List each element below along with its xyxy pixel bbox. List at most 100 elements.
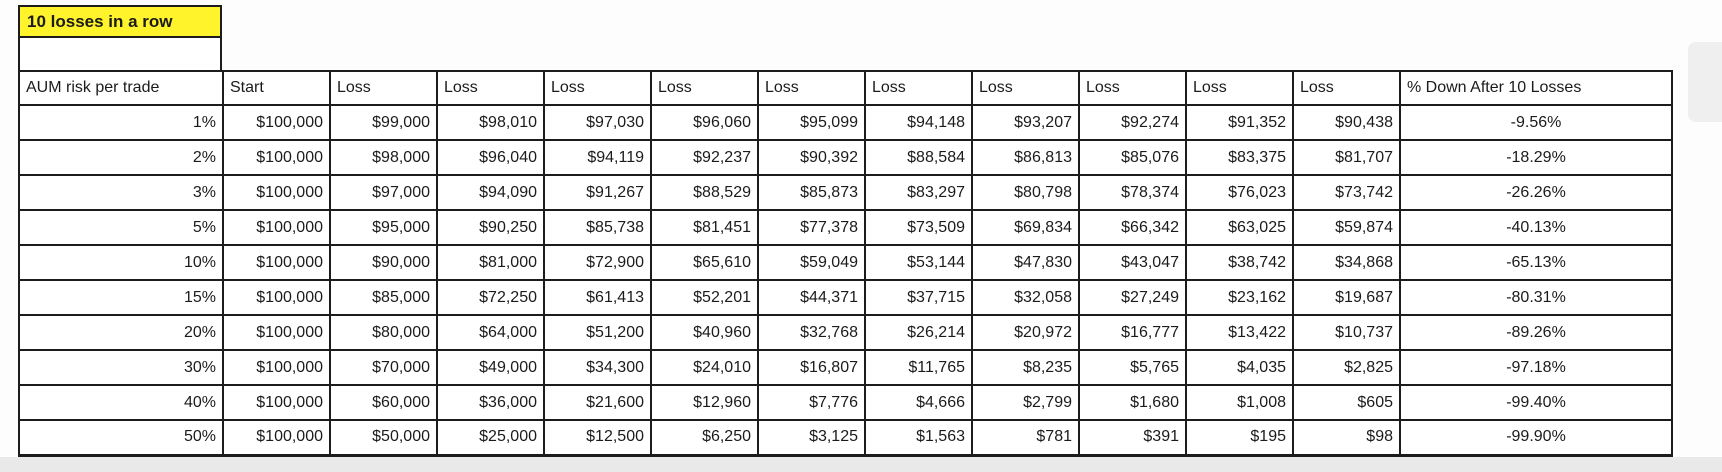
balance-cell[interactable]: $24,010 xyxy=(650,349,759,386)
balance-cell[interactable]: $4,035 xyxy=(1185,349,1294,386)
balance-cell[interactable]: $73,742 xyxy=(1292,174,1401,211)
balance-cell[interactable]: $95,000 xyxy=(329,209,438,246)
balance-cell[interactable]: $43,047 xyxy=(1078,244,1187,281)
balance-cell[interactable]: $1,008 xyxy=(1185,384,1294,421)
balance-cell[interactable]: $3,125 xyxy=(757,419,866,457)
header-cell[interactable]: Loss xyxy=(1185,70,1294,106)
balance-cell[interactable]: $13,422 xyxy=(1185,314,1294,351)
risk-percent-cell[interactable]: 1% xyxy=(18,104,224,141)
balance-cell[interactable]: $91,352 xyxy=(1185,104,1294,141)
header-cell[interactable]: Loss xyxy=(543,70,652,106)
balance-cell[interactable]: $391 xyxy=(1078,419,1187,457)
balance-cell[interactable]: $90,438 xyxy=(1292,104,1401,141)
balance-cell[interactable]: $66,342 xyxy=(1078,209,1187,246)
balance-cell[interactable]: $5,765 xyxy=(1078,349,1187,386)
balance-cell[interactable]: $19,687 xyxy=(1292,279,1401,316)
down-percent-cell[interactable]: -18.29% xyxy=(1399,139,1673,176)
down-percent-cell[interactable]: -80.31% xyxy=(1399,279,1673,316)
balance-cell[interactable]: $2,799 xyxy=(971,384,1080,421)
balance-cell[interactable]: $91,267 xyxy=(543,174,652,211)
down-percent-cell[interactable]: -40.13% xyxy=(1399,209,1673,246)
balance-cell[interactable]: $100,000 xyxy=(222,384,331,421)
balance-cell[interactable]: $605 xyxy=(1292,384,1401,421)
header-cell[interactable]: % Down After 10 Losses xyxy=(1399,70,1673,106)
balance-cell[interactable]: $100,000 xyxy=(222,104,331,141)
balance-cell[interactable]: $90,392 xyxy=(757,139,866,176)
header-cell[interactable]: Loss xyxy=(436,70,545,106)
balance-cell[interactable]: $64,000 xyxy=(436,314,545,351)
header-cell[interactable]: Start xyxy=(222,70,331,106)
balance-cell[interactable]: $94,148 xyxy=(864,104,973,141)
balance-cell[interactable]: $4,666 xyxy=(864,384,973,421)
balance-cell[interactable]: $34,868 xyxy=(1292,244,1401,281)
balance-cell[interactable]: $40,960 xyxy=(650,314,759,351)
balance-cell[interactable]: $16,777 xyxy=(1078,314,1187,351)
risk-percent-cell[interactable]: 20% xyxy=(18,314,224,351)
balance-cell[interactable]: $781 xyxy=(971,419,1080,457)
balance-cell[interactable]: $1,680 xyxy=(1078,384,1187,421)
balance-cell[interactable]: $100,000 xyxy=(222,139,331,176)
down-percent-cell[interactable]: -99.40% xyxy=(1399,384,1673,421)
balance-cell[interactable]: $1,563 xyxy=(864,419,973,457)
balance-cell[interactable]: $59,049 xyxy=(757,244,866,281)
balance-cell[interactable]: $85,738 xyxy=(543,209,652,246)
balance-cell[interactable]: $61,413 xyxy=(543,279,652,316)
balance-cell[interactable]: $100,000 xyxy=(222,349,331,386)
header-cell[interactable]: Loss xyxy=(757,70,866,106)
balance-cell[interactable]: $34,300 xyxy=(543,349,652,386)
header-cell[interactable]: Loss xyxy=(1292,70,1401,106)
balance-cell[interactable]: $36,000 xyxy=(436,384,545,421)
balance-cell[interactable]: $94,119 xyxy=(543,139,652,176)
balance-cell[interactable]: $81,451 xyxy=(650,209,759,246)
balance-cell[interactable]: $76,023 xyxy=(1185,174,1294,211)
empty-cell[interactable] xyxy=(18,38,222,70)
balance-cell[interactable]: $92,274 xyxy=(1078,104,1187,141)
balance-cell[interactable]: $44,371 xyxy=(757,279,866,316)
balance-cell[interactable]: $80,000 xyxy=(329,314,438,351)
balance-cell[interactable]: $26,214 xyxy=(864,314,973,351)
balance-cell[interactable]: $52,201 xyxy=(650,279,759,316)
balance-cell[interactable]: $11,765 xyxy=(864,349,973,386)
risk-percent-cell[interactable]: 3% xyxy=(18,174,224,211)
balance-cell[interactable]: $95,099 xyxy=(757,104,866,141)
balance-cell[interactable]: $100,000 xyxy=(222,209,331,246)
header-cell[interactable]: Loss xyxy=(650,70,759,106)
balance-cell[interactable]: $98 xyxy=(1292,419,1401,457)
down-percent-cell[interactable]: -9.56% xyxy=(1399,104,1673,141)
risk-percent-cell[interactable]: 15% xyxy=(18,279,224,316)
balance-cell[interactable]: $97,030 xyxy=(543,104,652,141)
balance-cell[interactable]: $100,000 xyxy=(222,279,331,316)
balance-cell[interactable]: $98,010 xyxy=(436,104,545,141)
balance-cell[interactable]: $21,600 xyxy=(543,384,652,421)
balance-cell[interactable]: $77,378 xyxy=(757,209,866,246)
title-cell[interactable]: 10 losses in a row xyxy=(18,5,222,38)
balance-cell[interactable]: $12,960 xyxy=(650,384,759,421)
down-percent-cell[interactable]: -97.18% xyxy=(1399,349,1673,386)
balance-cell[interactable]: $98,000 xyxy=(329,139,438,176)
balance-cell[interactable]: $90,000 xyxy=(329,244,438,281)
balance-cell[interactable]: $20,972 xyxy=(971,314,1080,351)
balance-cell[interactable]: $85,873 xyxy=(757,174,866,211)
balance-cell[interactable]: $195 xyxy=(1185,419,1294,457)
down-percent-cell[interactable]: -99.90% xyxy=(1399,419,1673,457)
balance-cell[interactable]: $73,509 xyxy=(864,209,973,246)
balance-cell[interactable]: $97,000 xyxy=(329,174,438,211)
balance-cell[interactable]: $83,297 xyxy=(864,174,973,211)
balance-cell[interactable]: $47,830 xyxy=(971,244,1080,281)
balance-cell[interactable]: $60,000 xyxy=(329,384,438,421)
balance-cell[interactable]: $81,000 xyxy=(436,244,545,281)
balance-cell[interactable]: $78,374 xyxy=(1078,174,1187,211)
balance-cell[interactable]: $96,060 xyxy=(650,104,759,141)
balance-cell[interactable]: $10,737 xyxy=(1292,314,1401,351)
balance-cell[interactable]: $25,000 xyxy=(436,419,545,457)
risk-percent-cell[interactable]: 30% xyxy=(18,349,224,386)
balance-cell[interactable]: $70,000 xyxy=(329,349,438,386)
down-percent-cell[interactable]: -65.13% xyxy=(1399,244,1673,281)
header-cell[interactable]: Loss xyxy=(329,70,438,106)
balance-cell[interactable]: $69,834 xyxy=(971,209,1080,246)
balance-cell[interactable]: $8,235 xyxy=(971,349,1080,386)
balance-cell[interactable]: $85,076 xyxy=(1078,139,1187,176)
balance-cell[interactable]: $85,000 xyxy=(329,279,438,316)
balance-cell[interactable]: $49,000 xyxy=(436,349,545,386)
balance-cell[interactable]: $37,715 xyxy=(864,279,973,316)
